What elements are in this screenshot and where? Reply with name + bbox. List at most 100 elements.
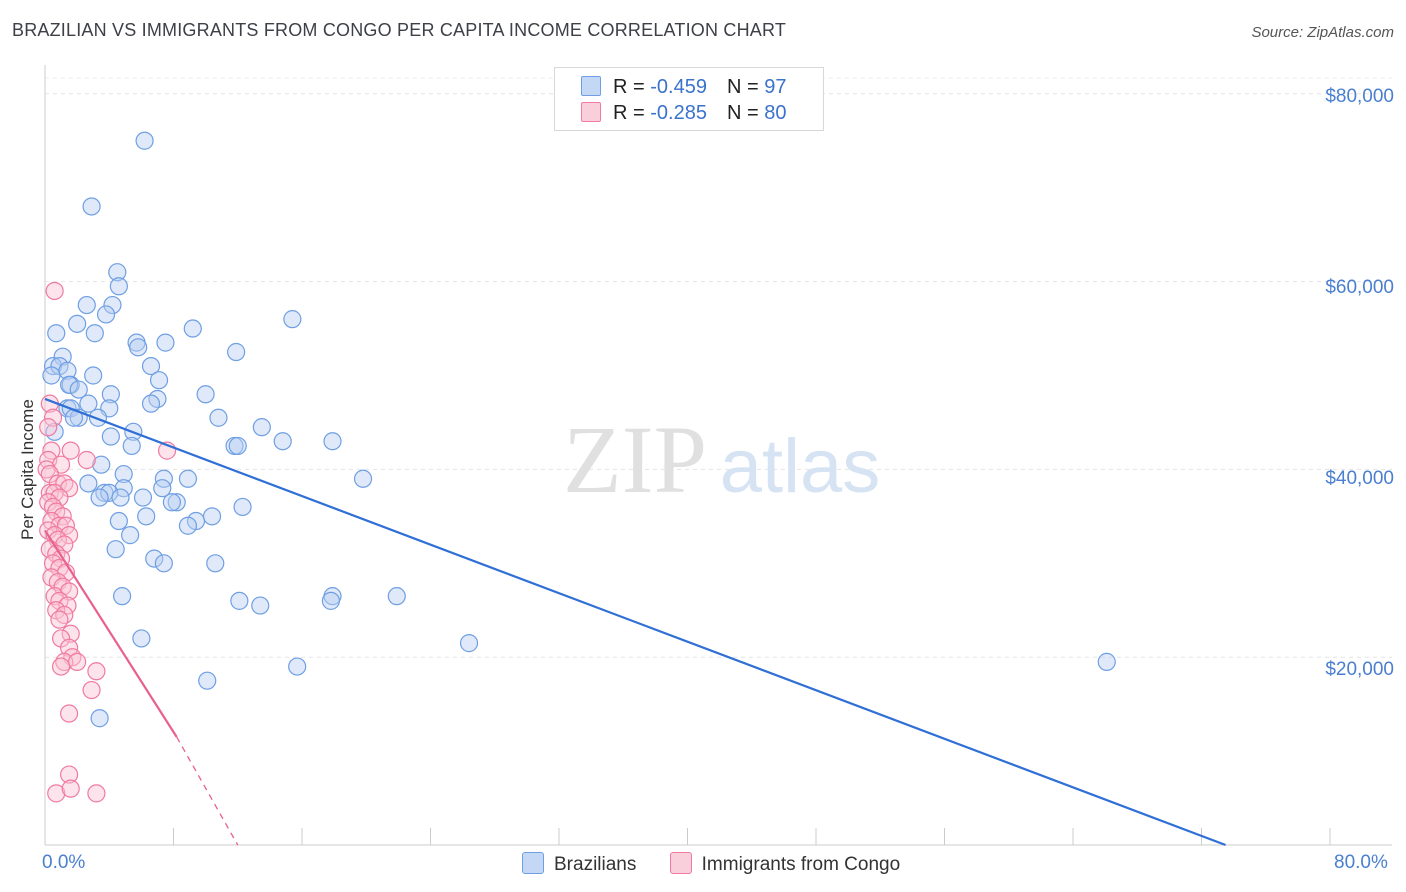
y-axis-label: Per Capita Income — [18, 399, 37, 540]
watermark-zip: ZIP — [563, 406, 707, 513]
data-point — [87, 784, 106, 803]
brazilians-points — [42, 131, 1116, 728]
data-point — [112, 587, 132, 606]
r-value: -0.459 — [650, 76, 707, 98]
watermark-atlas: atlas — [720, 424, 881, 509]
data-point — [209, 408, 228, 427]
correlation-legend: R = -0.459 N = 97 R = -0.285 N = 80 — [554, 67, 824, 131]
congo-points — [37, 281, 177, 803]
legend-row-congo: R = -0.285 N = 80 — [581, 102, 786, 128]
y-tick-label: $40,000 — [1325, 468, 1394, 489]
r-value: -0.285 — [650, 102, 707, 124]
r-label: R = — [613, 102, 651, 124]
brazilians-legend-swatch — [522, 852, 544, 874]
data-point — [69, 380, 88, 399]
series-legend: Brazilians Immigrants from Congo — [522, 852, 928, 876]
gridlines — [45, 77, 1392, 658]
data-point — [1097, 652, 1116, 671]
axes — [44, 65, 1392, 846]
chart-title: BRAZILIAN VS IMMIGRANTS FROM CONGO PER C… — [12, 20, 787, 40]
data-point — [96, 305, 116, 324]
congo-swatch — [581, 102, 601, 122]
y-tick-label: $80,000 — [1325, 86, 1394, 107]
data-point — [141, 356, 161, 376]
n-label: N = — [726, 102, 765, 124]
data-point — [228, 436, 247, 456]
data-point — [82, 197, 101, 216]
legend-item-congo[interactable]: Immigrants from Congo — [669, 852, 901, 876]
data-point — [43, 408, 63, 427]
data-point — [87, 662, 106, 681]
data-point — [154, 469, 173, 488]
x-tick-label: 0.0% — [42, 852, 86, 873]
data-point — [101, 427, 120, 446]
data-point — [109, 511, 128, 531]
data-point — [61, 624, 80, 643]
data-point — [61, 441, 80, 460]
data-point — [273, 432, 292, 451]
data-point — [167, 493, 186, 512]
data-point — [183, 319, 202, 338]
data-point — [82, 680, 101, 700]
y-tick-label: $60,000 — [1325, 277, 1394, 298]
data-point — [50, 516, 69, 535]
data-point — [108, 263, 127, 282]
data-point — [42, 366, 61, 385]
data-point — [92, 455, 111, 474]
data-point — [230, 591, 249, 610]
data-point — [459, 634, 479, 653]
data-point — [59, 582, 79, 601]
data-point — [90, 709, 109, 728]
brazilians-trend-line — [44, 397, 1226, 847]
data-point — [79, 394, 98, 413]
data-point — [145, 549, 164, 568]
n-value: 97 — [764, 76, 787, 98]
data-point — [202, 507, 222, 526]
legend-item-brazilians[interactable]: Brazilians — [522, 852, 636, 876]
data-point — [132, 629, 151, 648]
data-point — [68, 314, 87, 333]
data-point — [114, 464, 133, 484]
n-value: 80 — [764, 102, 787, 124]
data-point — [252, 418, 271, 437]
data-point — [162, 493, 181, 512]
x-tick-label: 80.0% — [1334, 852, 1388, 873]
data-point — [59, 765, 79, 784]
data-point — [51, 657, 71, 676]
legend-label: Immigrants from Congo — [701, 854, 901, 875]
data-point — [59, 704, 79, 723]
data-point — [227, 342, 246, 362]
data-point — [321, 591, 341, 610]
data-point — [103, 295, 122, 315]
data-point — [178, 469, 198, 488]
legend-label: Brazilians — [554, 854, 637, 875]
data-point — [59, 375, 79, 394]
data-point — [178, 516, 198, 535]
data-point — [233, 497, 252, 517]
data-point — [43, 356, 63, 376]
n-label: N = — [726, 76, 765, 98]
data-point — [40, 483, 59, 502]
data-point — [47, 784, 66, 803]
source-label: Source: ZipAtlas.com — [1251, 24, 1394, 41]
data-point — [68, 652, 87, 671]
data-point — [61, 779, 80, 798]
data-point — [77, 450, 96, 470]
data-point — [137, 507, 156, 526]
data-point — [129, 338, 148, 357]
data-point — [101, 385, 120, 404]
data-point — [206, 554, 225, 573]
data-point — [39, 418, 58, 437]
data-point — [85, 324, 104, 343]
congo-legend-swatch — [669, 852, 692, 874]
data-point — [111, 488, 130, 507]
data-point — [353, 469, 373, 488]
congo-trend-extension — [176, 736, 239, 846]
data-point — [283, 310, 302, 329]
data-point — [198, 671, 217, 690]
data-point — [141, 394, 161, 413]
data-point — [79, 474, 98, 493]
data-point — [196, 385, 215, 404]
brazilians-swatch — [581, 76, 601, 96]
